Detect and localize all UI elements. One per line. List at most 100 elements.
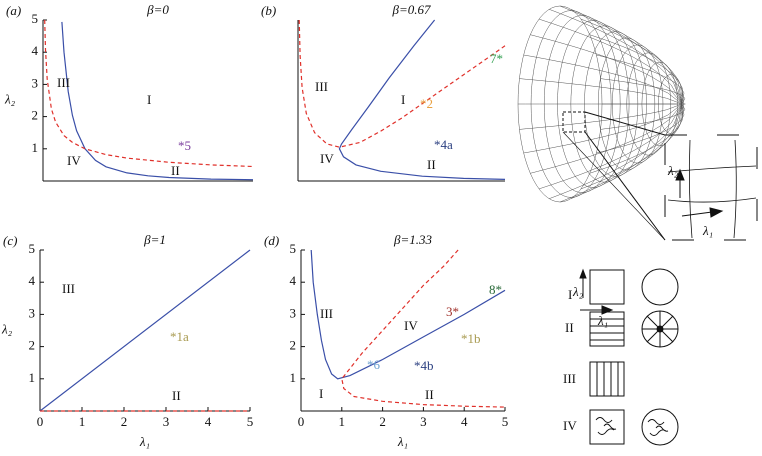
mesh	[517, 5, 686, 203]
chart-title: β=1	[143, 232, 166, 247]
mesh-line	[596, 103, 685, 154]
y-tick-label: 1	[32, 140, 39, 155]
x-tick-label: 2	[121, 414, 128, 429]
chart-title: β=0.67	[392, 2, 431, 17]
x-tick-label: 1	[339, 414, 346, 429]
zoom-line	[584, 131, 666, 241]
circle-icon	[641, 408, 679, 446]
curve	[310, 249, 506, 380]
mesh-line	[570, 9, 683, 105]
mesh-line	[523, 103, 683, 154]
panel-label: (b)	[261, 3, 276, 18]
y-tick-label: 3	[29, 305, 36, 320]
chart-title: β=1.33	[393, 232, 432, 247]
region-label: *2	[420, 96, 433, 111]
inset-x-label: λ₁	[702, 223, 713, 238]
mesh-line	[589, 34, 683, 105]
inset-grid	[667, 139, 757, 239]
fibers	[647, 419, 669, 436]
fibers	[596, 362, 619, 396]
fibers	[590, 318, 624, 341]
y-tick-label: 5	[290, 241, 297, 256]
mesh-line	[530, 34, 683, 105]
region-label: 3*	[446, 304, 459, 319]
center-dot	[656, 325, 664, 333]
x-tick-label: 5	[502, 414, 509, 429]
x-tick-label: 1	[79, 414, 86, 429]
region-label: II	[172, 388, 181, 403]
y-tick-label: 3	[290, 305, 297, 320]
mesh-line	[559, 103, 683, 203]
region-label: IV	[320, 151, 334, 166]
region-label: II	[425, 387, 434, 402]
region-label: 7*	[490, 51, 503, 66]
region-label: *1a	[170, 329, 189, 344]
panel-label: (d)	[264, 233, 279, 248]
region-label: III	[320, 306, 333, 321]
x-tick-label: 5	[247, 414, 254, 429]
mesh-line	[549, 9, 683, 105]
y-axis-label: λ₂	[4, 91, 16, 106]
zoom-box	[562, 111, 586, 133]
icon-x-label: λ₁	[597, 313, 608, 328]
x-tick-label: 3	[163, 414, 170, 429]
curve	[61, 21, 254, 181]
y-tick-label: 3	[32, 75, 39, 90]
x-axis-label: λ₁	[397, 434, 408, 449]
panel-label: (a)	[6, 3, 21, 18]
y-tick-label: 4	[32, 43, 39, 58]
region-label: IV	[404, 318, 418, 333]
region-label: III	[62, 281, 75, 296]
region-label: II	[171, 163, 180, 178]
region-label: *6	[367, 357, 381, 372]
fibers	[595, 417, 617, 435]
mesh-line	[559, 5, 683, 105]
x-axis-label: λ₁	[139, 434, 150, 449]
region-label: I	[147, 92, 151, 107]
curve	[39, 249, 251, 412]
region-label: *4a	[434, 137, 453, 152]
square-icon	[589, 269, 625, 305]
region-label: III	[57, 75, 70, 90]
curve	[298, 19, 506, 148]
arrowhead	[675, 168, 685, 181]
region-label: 8*	[489, 282, 502, 297]
curve	[44, 19, 254, 168]
square-icon	[589, 311, 625, 347]
x-tick-label: 3	[420, 414, 427, 429]
y-tick-label: 1	[290, 370, 297, 385]
circle-icon	[641, 268, 679, 306]
y-axis-label: λ₂	[1, 321, 13, 336]
mesh-line	[600, 103, 686, 130]
y-tick-label: 4	[29, 273, 36, 288]
mesh-line	[589, 103, 683, 174]
region-label: III	[315, 79, 328, 94]
mesh-line	[538, 103, 683, 190]
icons	[579, 268, 679, 446]
zoom-line	[562, 131, 666, 241]
row-label: II	[565, 320, 574, 335]
x-tick-label: 2	[379, 414, 386, 429]
mesh-line	[580, 103, 683, 190]
y-tick-label: 2	[29, 338, 36, 353]
region-label: *1b	[461, 331, 481, 346]
x-tick-label: 4	[461, 414, 468, 429]
icon-y-label: λ₂	[572, 284, 584, 299]
arrowhead	[709, 207, 724, 218]
square-icon	[589, 409, 625, 445]
mesh-line	[600, 78, 686, 105]
y-tick-label: 5	[32, 11, 39, 26]
y-tick-label: 5	[29, 241, 36, 256]
arrow	[681, 211, 713, 217]
region-label: I	[401, 92, 405, 107]
row-label: III	[563, 371, 576, 386]
y-tick-label: 2	[290, 338, 297, 353]
row-label: IV	[563, 418, 577, 433]
mesh-line	[523, 54, 683, 105]
row-label: I	[568, 287, 572, 302]
x-tick-label: 4	[205, 414, 212, 429]
curve	[338, 19, 506, 180]
y-tick-label: 2	[32, 108, 39, 123]
